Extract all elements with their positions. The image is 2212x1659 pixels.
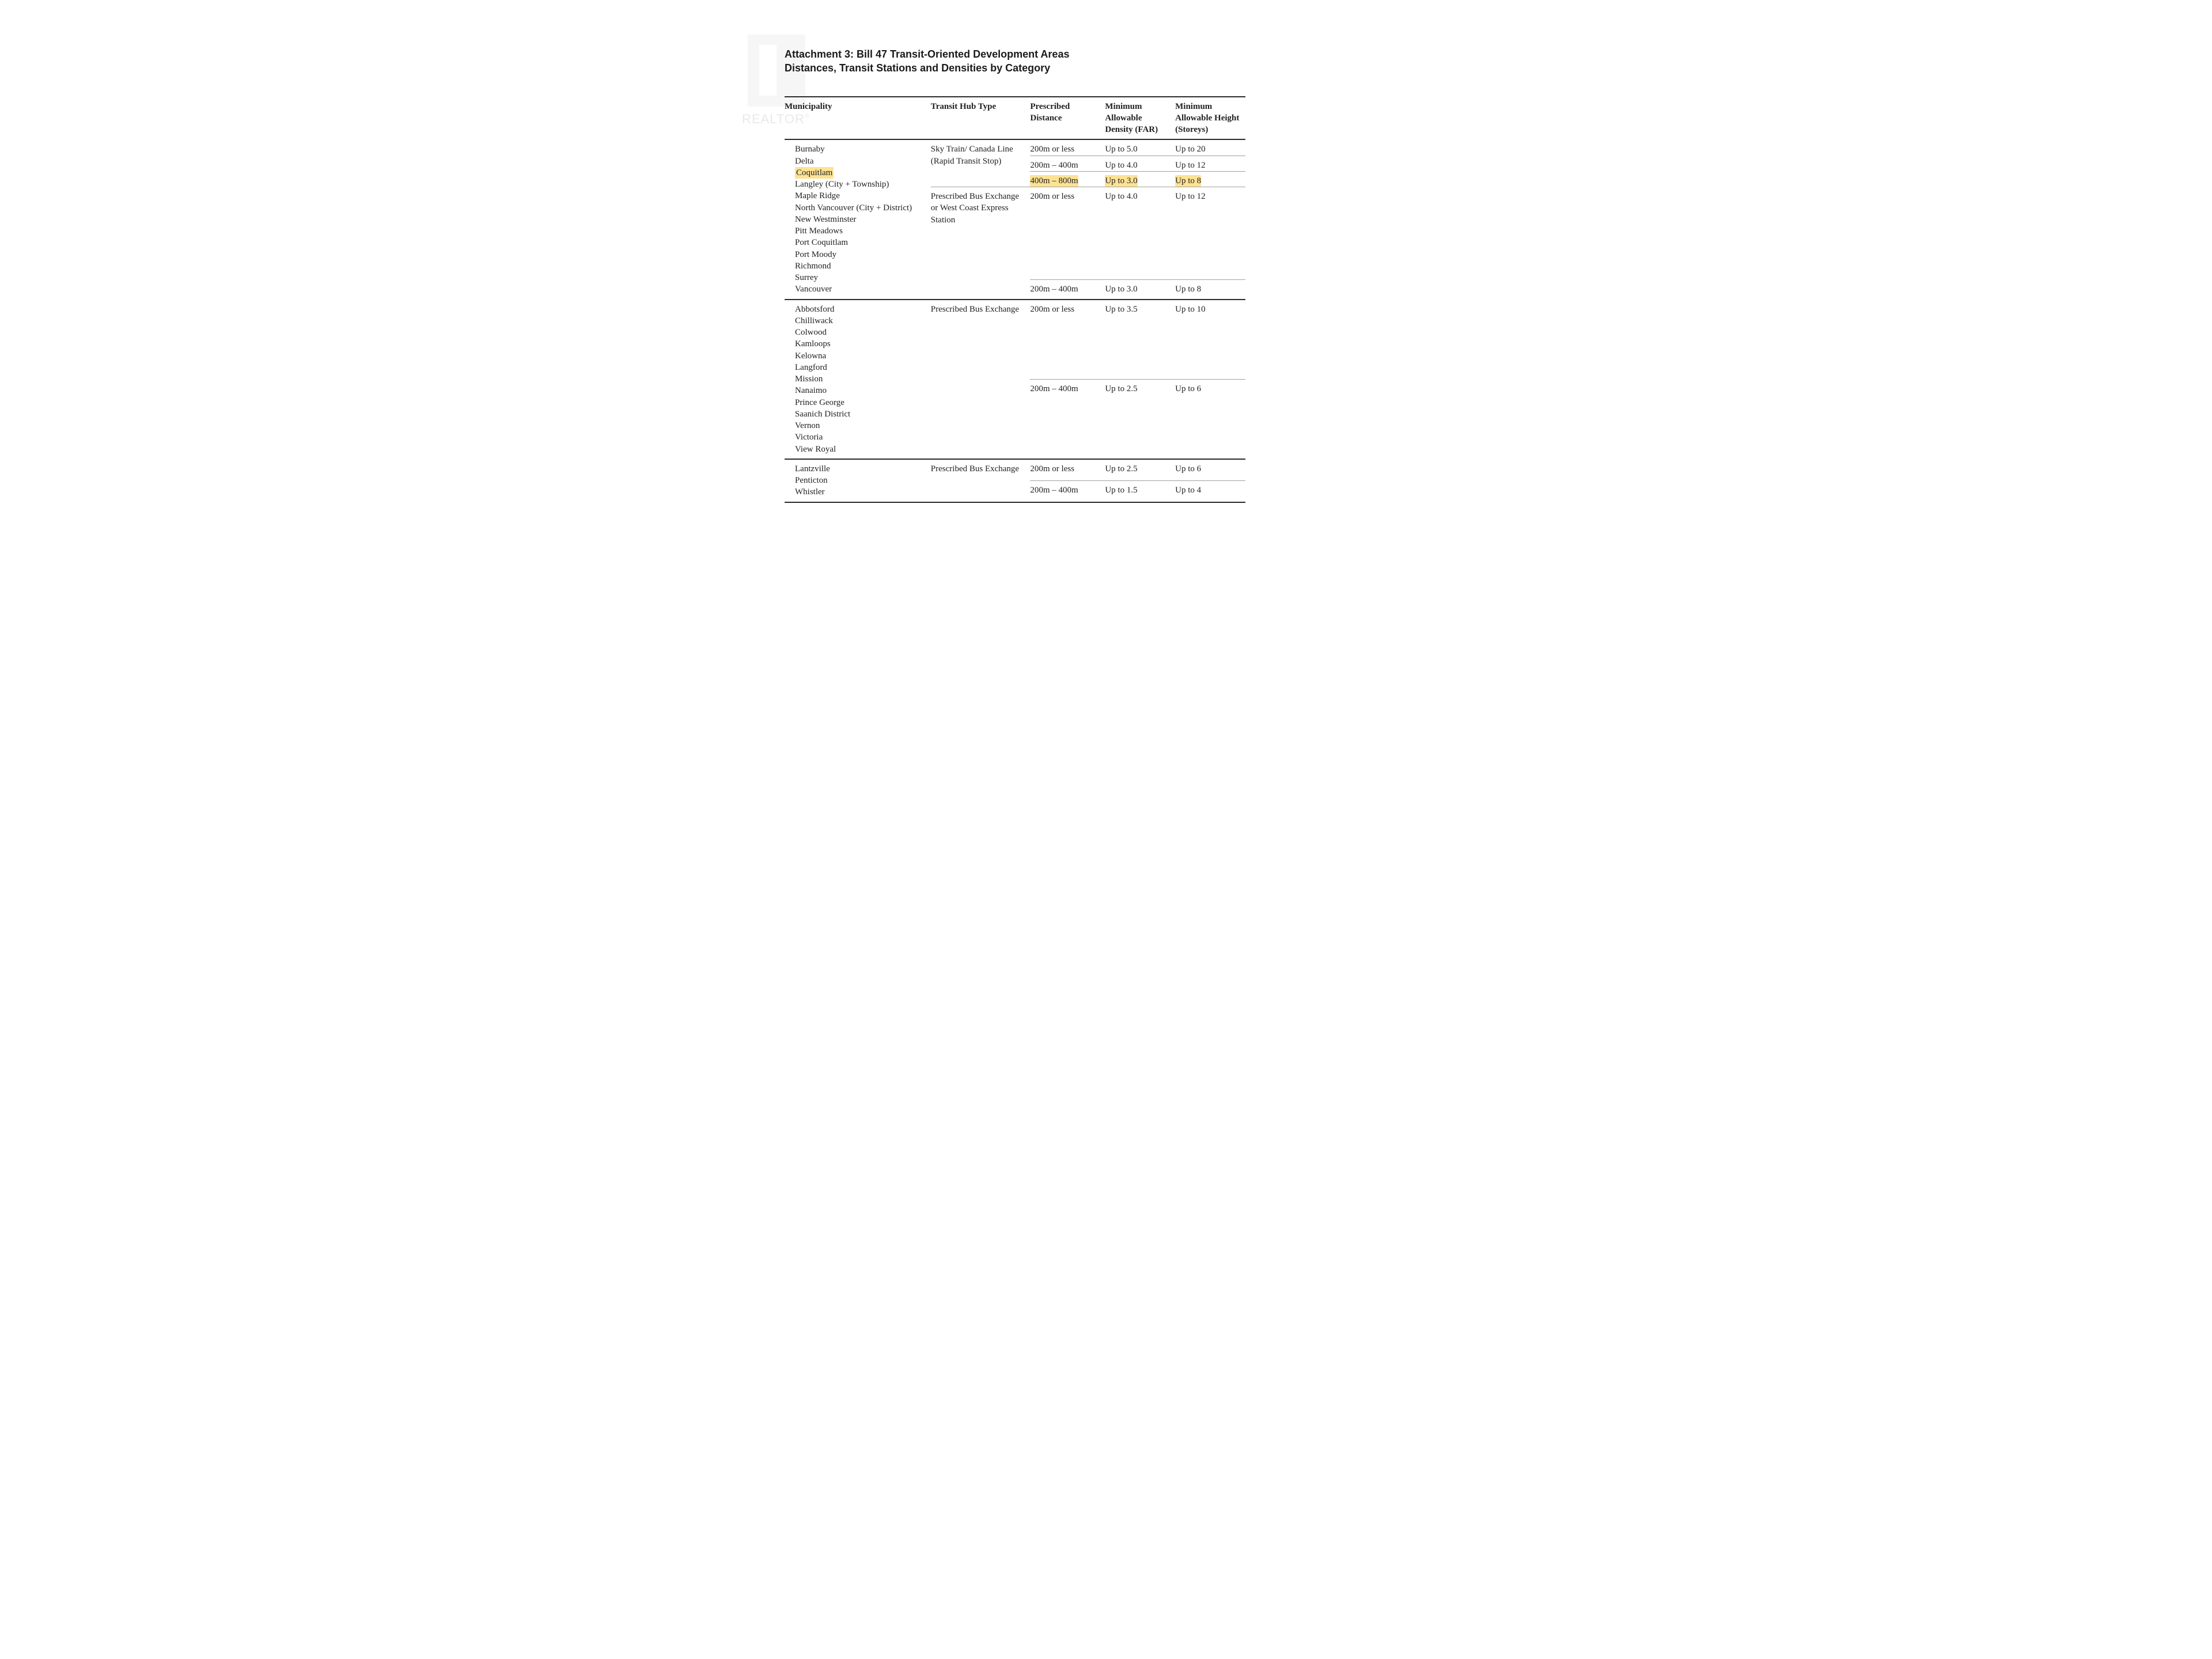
density-cell: Up to 3.0	[1105, 171, 1175, 187]
density-cell: Up to 1.5	[1105, 480, 1175, 502]
height-cell: Up to 6	[1175, 379, 1245, 459]
municipality-item: North Vancouver (City + District)	[795, 202, 931, 214]
municipality-cell: AbbotsfordChilliwackColwoodKamloopsKelow…	[785, 300, 931, 459]
municipality-list: LantzvillePentictonWhistler	[785, 460, 931, 502]
density-cell: Up to 3.0	[1105, 279, 1175, 299]
height-cell: Up to 8	[1175, 171, 1245, 187]
municipality-item: Whistler	[795, 486, 931, 498]
municipality-item: Victoria	[795, 431, 931, 443]
table-row: AbbotsfordChilliwackColwoodKamloopsKelow…	[785, 300, 1245, 380]
col-density: Minimum Allowable Density (FAR)	[1105, 97, 1175, 140]
municipality-item: Nanaimo	[795, 385, 931, 396]
col-distance: Prescribed Distance	[1030, 97, 1105, 140]
title-line-2: Distances, Transit Stations and Densitie…	[785, 61, 1245, 75]
col-height: Minimum Allowable Height (Storeys)	[1175, 97, 1245, 140]
municipality-item: Coquitlam	[795, 167, 931, 179]
distance-cell: 200m – 400m	[1030, 480, 1105, 502]
height-cell: Up to 4	[1175, 480, 1245, 502]
municipality-item: Kamloops	[795, 338, 931, 350]
density-cell: Up to 4.0	[1105, 187, 1175, 280]
height-cell: Up to 10	[1175, 300, 1245, 380]
municipality-item: Port Coquitlam	[795, 237, 931, 248]
highlighted-text: Coquitlam	[795, 167, 834, 179]
municipality-item: Pitt Meadows	[795, 225, 931, 237]
title-block: Attachment 3: Bill 47 Transit-Oriented D…	[785, 47, 1245, 75]
municipality-item: New Westminster	[795, 214, 931, 225]
municipality-item: View Royal	[795, 444, 931, 455]
distance-cell: 200m or less	[1030, 139, 1105, 156]
highlighted-text: Up to 8	[1175, 175, 1201, 187]
density-cell: Up to 4.0	[1105, 156, 1175, 171]
table-row: BurnabyDeltaCoquitlamLangley (City + Tow…	[785, 139, 1245, 156]
distance-cell: 400m – 800m	[1030, 171, 1105, 187]
distance-cell: 200m – 400m	[1030, 379, 1105, 459]
height-cell: Up to 6	[1175, 459, 1245, 480]
municipality-item: Mission	[795, 373, 931, 385]
distance-cell: 200m – 400m	[1030, 279, 1105, 299]
document-content: Attachment 3: Bill 47 Transit-Oriented D…	[785, 47, 1245, 503]
height-cell: Up to 12	[1175, 187, 1245, 280]
municipality-list: AbbotsfordChilliwackColwoodKamloopsKelow…	[785, 300, 931, 459]
col-hub-type: Transit Hub Type	[931, 97, 1031, 140]
density-cell: Up to 3.5	[1105, 300, 1175, 380]
municipality-item: Vancouver	[795, 283, 931, 295]
distance-cell: 200m or less	[1030, 187, 1105, 280]
municipality-item: Surrey	[795, 272, 931, 283]
municipality-item: Penticton	[795, 475, 931, 486]
table-body: BurnabyDeltaCoquitlamLangley (City + Tow…	[785, 139, 1245, 502]
municipality-item: Colwood	[795, 327, 931, 338]
distance-cell: 200m – 400m	[1030, 156, 1105, 171]
density-cell: Up to 2.5	[1105, 379, 1175, 459]
municipality-item: Abbotsford	[795, 304, 931, 315]
municipality-cell: LantzvillePentictonWhistler	[785, 459, 931, 502]
municipality-item: Langley (City + Township)	[795, 179, 931, 190]
municipality-item: Prince George	[795, 397, 931, 408]
hub-type-cell: Sky Train/ Canada Line (Rapid Transit St…	[931, 139, 1031, 187]
highlighted-text: 400m – 800m	[1030, 175, 1078, 187]
hub-type-cell: Prescribed Bus Exchange	[931, 300, 1031, 459]
distance-cell: 200m or less	[1030, 300, 1105, 380]
table-row: LantzvillePentictonWhistlerPrescribed Bu…	[785, 459, 1245, 480]
height-cell: Up to 12	[1175, 156, 1245, 171]
density-cell: Up to 5.0	[1105, 139, 1175, 156]
height-cell: Up to 20	[1175, 139, 1245, 156]
col-municipality: Municipality	[785, 97, 931, 140]
distance-cell: 200m or less	[1030, 459, 1105, 480]
municipality-item: Chilliwack	[795, 315, 931, 327]
density-cell: Up to 2.5	[1105, 459, 1175, 480]
municipality-cell: BurnabyDeltaCoquitlamLangley (City + Tow…	[785, 139, 931, 299]
municipality-item: Lantzville	[795, 463, 931, 475]
municipality-list: BurnabyDeltaCoquitlamLangley (City + Tow…	[785, 140, 931, 298]
highlighted-text: Up to 3.0	[1105, 175, 1137, 187]
municipality-item: Vernon	[795, 420, 931, 431]
municipality-item: Burnaby	[795, 143, 931, 155]
municipality-item: Saanich District	[795, 408, 931, 420]
municipality-item: Maple Ridge	[795, 190, 931, 202]
municipality-item: Delta	[795, 156, 931, 167]
density-table: Municipality Transit Hub Type Prescribed…	[785, 96, 1245, 503]
table-header: Municipality Transit Hub Type Prescribed…	[785, 97, 1245, 140]
page: REALTOR® Attachment 3: Bill 47 Transit-O…	[737, 0, 1475, 553]
title-line-1: Attachment 3: Bill 47 Transit-Oriented D…	[785, 47, 1245, 61]
municipality-item: Port Moody	[795, 249, 931, 260]
hub-type-cell: Prescribed Bus Exchange or West Coast Ex…	[931, 187, 1031, 300]
hub-type-cell: Prescribed Bus Exchange	[931, 459, 1031, 502]
municipality-item: Richmond	[795, 260, 931, 272]
municipality-item: Kelowna	[795, 350, 931, 362]
municipality-item: Langford	[795, 362, 931, 373]
height-cell: Up to 8	[1175, 279, 1245, 299]
